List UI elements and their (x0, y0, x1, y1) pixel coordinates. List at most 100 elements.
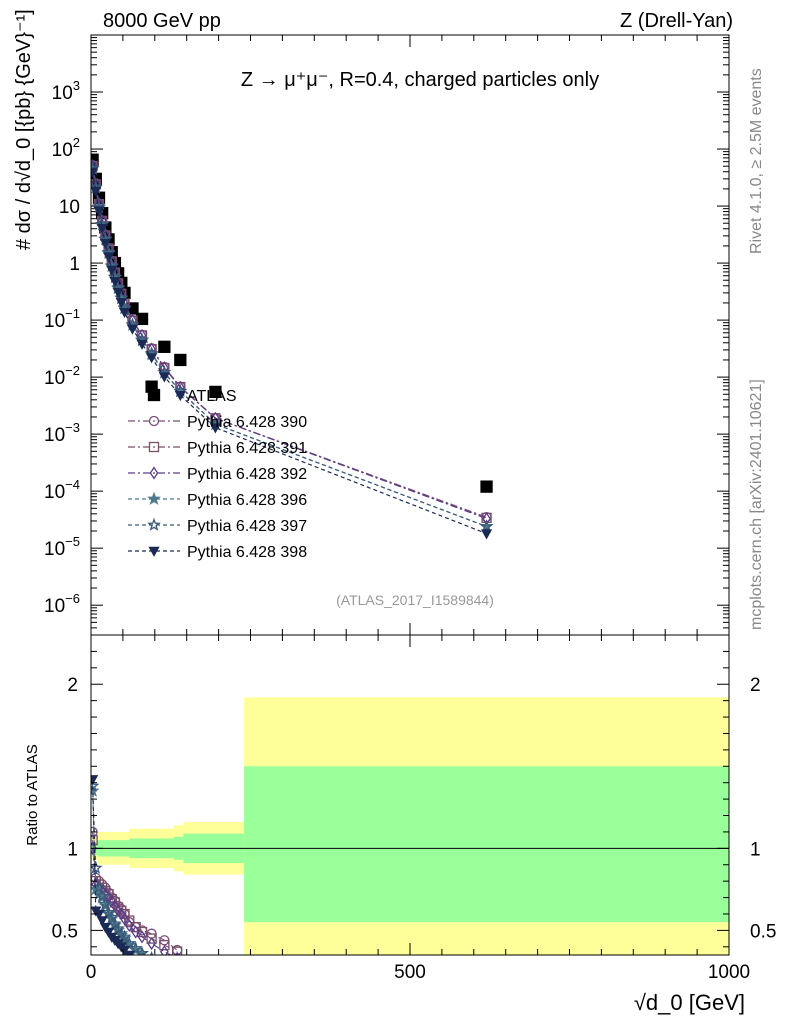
legend-label: ATLAS (187, 388, 237, 405)
legend-item: Pythia 6.428 391 (128, 440, 307, 457)
data-point (147, 965, 156, 973)
data-point (101, 905, 116, 919)
data-point (104, 910, 119, 924)
series-line (92, 165, 487, 518)
data-point (122, 936, 137, 950)
header-left: 8000 GeV pp (103, 10, 221, 32)
data-point (147, 936, 156, 951)
legend-item: Pythia 6.428 392 (128, 466, 307, 483)
ratio-uncertainty-bands (91, 697, 729, 955)
data-point (480, 529, 493, 540)
rivet-label: Rivet 4.1.0, ≥ 2.5M events (748, 68, 765, 254)
legend-label: Pythia 6.428 398 (187, 544, 307, 561)
analysis-tag: (ATLAS_2017_I1589844) (336, 592, 494, 608)
data-point (93, 206, 105, 217)
legend-label: Pythia 6.428 391 (187, 440, 307, 457)
main-y-tick-label: 102 (52, 135, 80, 161)
legend-item: ATLAS (147, 388, 237, 405)
data-point (98, 896, 113, 911)
legend-item: Pythia 6.428 390 (128, 414, 307, 431)
data-point (109, 276, 121, 288)
data-point (174, 391, 186, 402)
main-y-tick-label: 10−4 (44, 477, 80, 503)
data-point (147, 517, 161, 531)
main-y-axis-label: # dσ / d√d_0 [{pb} {GeV}⁻¹] (13, 9, 35, 250)
main-y-tick-label: 1 (69, 254, 80, 275)
legend-label: Pythia 6.428 397 (187, 518, 307, 535)
ratio-y-tick-label: 1 (67, 839, 78, 860)
data-point (117, 929, 132, 943)
main-y-tick-label: 10−6 (44, 591, 80, 617)
header-right: Z (Drell-Yan) (620, 10, 733, 32)
data-point (108, 916, 122, 930)
data-point (146, 933, 157, 944)
data-point (128, 941, 143, 955)
data-point (148, 441, 160, 453)
data-point (174, 353, 187, 367)
main-y-tick-label: 10−5 (44, 534, 80, 560)
legend-label: Pythia 6.428 390 (187, 414, 307, 431)
ratio-y-label: Ratio to ATLAS (24, 744, 41, 845)
x-tick-label: 500 (394, 962, 426, 983)
data-point (159, 958, 169, 968)
ratio-frame (90, 634, 730, 956)
plot-title: Z → μ⁺μ⁻, R=0.4, charged particles only (241, 69, 599, 91)
data-point (116, 905, 127, 916)
data-point (135, 946, 149, 955)
legend: ATLAS Pythia 6.428 390 Pythia 6.428 391 Pyt… (128, 388, 307, 561)
data-point (160, 969, 169, 977)
data-point (209, 423, 222, 434)
data-point (99, 922, 111, 933)
data-point (159, 945, 169, 955)
data-point (148, 546, 160, 557)
ratio-y-tick-label-right: 0.5 (750, 921, 776, 942)
series-pythia-6-428-398 (91, 167, 493, 540)
data-point (112, 902, 124, 913)
data-point (96, 916, 108, 927)
data-point (147, 491, 161, 505)
main-series (91, 153, 494, 540)
data-point (137, 930, 147, 944)
ratio-y-tick-label-right: 2 (750, 675, 761, 696)
data-point (120, 912, 129, 926)
data-point (91, 834, 98, 846)
data-point (171, 946, 183, 955)
legend-item: Pythia 6.428 397 (128, 517, 307, 535)
ratio-y-tick-label-right: 1 (750, 839, 761, 860)
green-band (244, 766, 729, 923)
data-point (102, 927, 115, 938)
data-point (172, 963, 182, 973)
data-point (91, 775, 99, 786)
data-point (111, 921, 126, 935)
data-point (91, 860, 103, 874)
data-point (91, 167, 99, 178)
data-point (106, 265, 118, 276)
main-y-tick-label: 10 (59, 197, 80, 218)
data-point (124, 915, 135, 926)
data-point (209, 385, 222, 399)
data-point (91, 186, 102, 197)
data-point (123, 950, 135, 955)
data-point (158, 372, 170, 383)
data-point (112, 287, 124, 298)
data-point (91, 841, 97, 855)
data-point (480, 480, 493, 493)
data-point (91, 826, 98, 838)
data-point (172, 963, 182, 973)
legend-item: Pythia 6.428 398 (128, 544, 307, 561)
data-point (102, 252, 115, 263)
main-y-tick-label: 10−3 (44, 420, 80, 446)
data-point (99, 238, 111, 249)
data-point (147, 388, 161, 402)
data-point (131, 956, 140, 964)
data-point (148, 415, 160, 427)
main-y-tick-label: 10−1 (44, 306, 80, 332)
data-point (126, 324, 139, 335)
data-point (146, 353, 158, 364)
ratio-y-tick-label: 0.5 (52, 921, 78, 942)
data-point (124, 918, 134, 933)
data-point (136, 339, 148, 350)
legend-label: Pythia 6.428 392 (187, 466, 307, 483)
data-point (159, 958, 169, 968)
